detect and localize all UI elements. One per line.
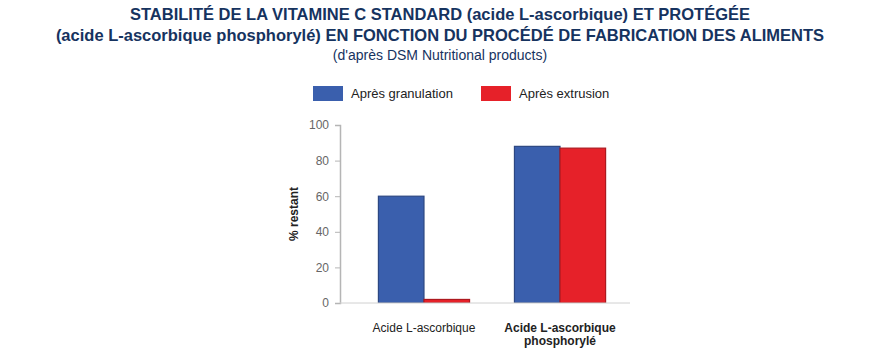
y-tick-mark — [335, 267, 340, 268]
y-tick: 0 — [322, 296, 340, 310]
y-tick-mark — [335, 161, 340, 162]
y-tick: 60 — [316, 190, 340, 204]
x-tick-label-line: phosphorylé — [524, 334, 596, 348]
x-tick-label-line: Acide L-ascorbique — [373, 321, 476, 335]
y-tick-mark — [335, 125, 340, 126]
y-tick-mark — [335, 303, 340, 304]
y-tick-label: 0 — [322, 296, 329, 310]
y-axis-line — [335, 126, 341, 304]
bar — [560, 148, 606, 303]
x-axis: Acide L-ascorbiqueAcide L-ascorbiquephos… — [373, 321, 616, 348]
y-tick: 20 — [316, 261, 340, 275]
legend-label: Après granulation — [351, 86, 453, 101]
y-axis-title: % restant — [287, 187, 301, 241]
chart: STABILITÉ DE LA VITAMINE C STANDARD (aci… — [0, 0, 880, 355]
title: STABILITÉ DE LA VITAMINE C STANDARD (aci… — [130, 5, 750, 23]
legend: Après granulation Après extrusion — [313, 86, 609, 101]
subtitle: (d'après DSM Nutritional products) — [333, 47, 547, 63]
y-tick: 80 — [316, 154, 340, 168]
y-tick: 40 — [316, 225, 340, 239]
y-tick-mark — [335, 196, 340, 197]
y-tick-label: 100 — [309, 118, 329, 132]
y-tick: 100 — [309, 118, 340, 132]
y-tick-label: 60 — [316, 190, 330, 204]
y-axis: 0 20 40 60 80 100 — [309, 118, 341, 310]
x-tick-label: Acide L-ascorbiquephosphorylé — [504, 321, 616, 348]
bar-group — [514, 146, 560, 303]
y-tick-mark — [335, 232, 340, 233]
bars — [378, 146, 605, 303]
legend-item: Après extrusion — [481, 86, 609, 101]
baseline — [340, 303, 630, 304]
y-tick-label: 40 — [316, 225, 330, 239]
title: (acide L-ascorbique phosphorylé) EN FONC… — [56, 26, 824, 44]
x-tick-label: Acide L-ascorbique — [373, 321, 476, 335]
legend-label: Après extrusion — [519, 86, 609, 101]
bar — [378, 196, 424, 303]
y-tick-label: 80 — [316, 154, 330, 168]
y-tick-label: 20 — [316, 261, 330, 275]
bar-group — [424, 299, 470, 303]
legend-swatch — [313, 86, 343, 101]
bar-group — [560, 148, 606, 303]
bar-group — [378, 196, 424, 303]
bar — [424, 299, 470, 303]
legend-swatch — [481, 86, 511, 101]
bar — [514, 146, 560, 303]
legend-item: Après granulation — [313, 86, 453, 101]
x-tick-label-line: Acide L-ascorbique — [504, 321, 616, 335]
